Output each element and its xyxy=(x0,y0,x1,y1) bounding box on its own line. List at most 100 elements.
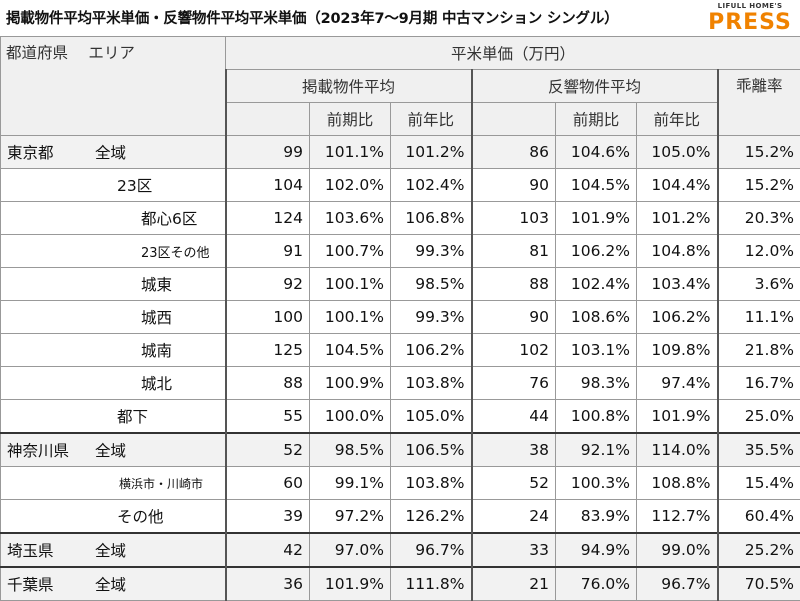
gap-rate-value: 12.0% xyxy=(718,235,800,268)
listed-avg-value: 39 xyxy=(226,500,310,534)
listed-avg-value: 125 xyxy=(226,334,310,367)
response-qoq-value: 94.9% xyxy=(556,533,637,567)
listed-avg-value: 36 xyxy=(226,567,310,601)
area-cell: 城北 xyxy=(1,367,226,400)
area-label: 全域 xyxy=(95,542,126,560)
response-yoy-value: 99.0% xyxy=(637,533,718,567)
response-yoy-value: 103.4% xyxy=(637,268,718,301)
listed-qoq-value: 103.6% xyxy=(310,202,391,235)
gap-rate-header: 乖離率 xyxy=(718,70,800,136)
response-avg-value: 24 xyxy=(472,500,556,534)
listed-avg-value: 52 xyxy=(226,433,310,467)
area-label: 城南 xyxy=(141,342,172,360)
response-yoy-value: 101.9% xyxy=(637,400,718,434)
area-cell: 神奈川県全域 xyxy=(1,433,226,467)
area-label: 全域 xyxy=(95,442,126,460)
gap-rate-value: 70.5% xyxy=(718,567,800,601)
listed-yoy-value: 99.3% xyxy=(391,301,472,334)
response-yoy-value: 96.7% xyxy=(637,567,718,601)
listed-blank-header xyxy=(226,103,310,136)
area-label: 城北 xyxy=(141,375,172,393)
press-logo: LIFULL HOME'S PRESS xyxy=(706,3,794,34)
listed-yoy-value: 106.2% xyxy=(391,334,472,367)
area-label: 城西 xyxy=(141,309,172,327)
response-qoq-value: 104.5% xyxy=(556,169,637,202)
response-yoy-value: 104.4% xyxy=(637,169,718,202)
area-label: 23区 xyxy=(117,177,152,195)
area-cell: その他 xyxy=(1,500,226,534)
response-qoq-header: 前期比 xyxy=(556,103,637,136)
area-cell: 23区その他 xyxy=(1,235,226,268)
gap-rate-value: 16.7% xyxy=(718,367,800,400)
listed-yoy-value: 126.2% xyxy=(391,500,472,534)
area-cell: 城南 xyxy=(1,334,226,367)
listed-qoq-value: 100.7% xyxy=(310,235,391,268)
header-bar: 掲載物件平均平米単価・反響物件平均平米単価（2023年7〜9月期 中古マンション… xyxy=(0,0,800,36)
listed-yoy-value: 103.8% xyxy=(391,467,472,500)
listed-avg-value: 100 xyxy=(226,301,310,334)
area-cell: 千葉県 全域 xyxy=(1,567,226,601)
gap-rate-value: 15.2% xyxy=(718,136,800,169)
response-qoq-value: 108.6% xyxy=(556,301,637,334)
response-yoy-value: 108.8% xyxy=(637,467,718,500)
listed-qoq-value: 97.0% xyxy=(310,533,391,567)
area-cell: 23区 xyxy=(1,169,226,202)
listed-yoy-value: 98.5% xyxy=(391,268,472,301)
prefecture-label: 東京都 xyxy=(7,141,54,163)
response-yoy-value: 101.2% xyxy=(637,202,718,235)
response-avg-value: 33 xyxy=(472,533,556,567)
response-avg-value: 81 xyxy=(472,235,556,268)
listed-avg-value: 60 xyxy=(226,467,310,500)
area-cell: 東京都 全域 xyxy=(1,136,226,169)
area-label: 全域 xyxy=(95,576,126,594)
response-yoy-value: 97.4% xyxy=(637,367,718,400)
response-blank-header xyxy=(472,103,556,136)
listed-yoy-header: 前年比 xyxy=(391,103,472,136)
listed-avg-value: 42 xyxy=(226,533,310,567)
area-header: 都道府県 エリア xyxy=(1,37,226,136)
gap-rate-value: 3.6% xyxy=(718,268,800,301)
response-yoy-value: 105.0% xyxy=(637,136,718,169)
response-qoq-value: 98.3% xyxy=(556,367,637,400)
listed-yoy-value: 106.5% xyxy=(391,433,472,467)
area-label: 城東 xyxy=(141,276,172,294)
area-label: 全域 xyxy=(95,144,126,162)
response-avg-value: 44 xyxy=(472,400,556,434)
listed-yoy-value: 111.8% xyxy=(391,567,472,601)
listed-qoq-value: 104.5% xyxy=(310,334,391,367)
logo-brand-text: LIFULL HOME'S xyxy=(706,3,794,10)
listed-yoy-value: 99.3% xyxy=(391,235,472,268)
area-cell: 埼玉県 全域 xyxy=(1,533,226,567)
response-avg-value: 52 xyxy=(472,467,556,500)
response-qoq-value: 100.8% xyxy=(556,400,637,434)
prefecture-label: 埼玉県 xyxy=(7,539,54,561)
area-label: その他 xyxy=(117,508,164,526)
response-avg-value: 88 xyxy=(472,268,556,301)
response-yoy-value: 104.8% xyxy=(637,235,718,268)
prefecture-label: 千葉県 xyxy=(7,573,54,595)
area-label: 都心6区 xyxy=(141,210,197,228)
listed-qoq-value: 101.9% xyxy=(310,567,391,601)
gap-rate-value: 25.0% xyxy=(718,400,800,434)
gap-rate-value: 35.5% xyxy=(718,433,800,467)
response-yoy-value: 109.8% xyxy=(637,334,718,367)
listed-yoy-value: 105.0% xyxy=(391,400,472,434)
listed-avg-value: 55 xyxy=(226,400,310,434)
listed-yoy-value: 96.7% xyxy=(391,533,472,567)
response-qoq-value: 92.1% xyxy=(556,433,637,467)
area-label: 23区その他 xyxy=(141,246,210,261)
response-qoq-value: 76.0% xyxy=(556,567,637,601)
response-avg-header: 反響物件平均 xyxy=(472,70,718,103)
response-avg-value: 21 xyxy=(472,567,556,601)
gap-rate-value: 15.2% xyxy=(718,169,800,202)
listed-qoq-value: 100.1% xyxy=(310,301,391,334)
response-avg-value: 90 xyxy=(472,301,556,334)
listed-avg-header: 掲載物件平均 xyxy=(226,70,472,103)
